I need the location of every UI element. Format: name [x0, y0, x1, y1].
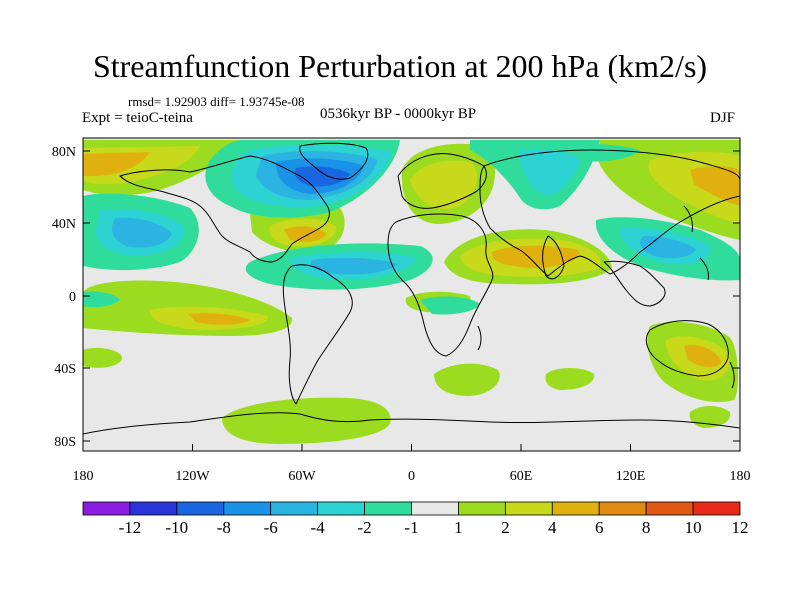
- x-tick-label: 120W: [175, 469, 210, 484]
- chart-title: Streamfunction Perturbation at 200 hPa (…: [92, 48, 708, 84]
- positive-core: [188, 313, 250, 325]
- colorbar-swatch: [411, 501, 459, 516]
- coastline-asia: [479, 149, 740, 277]
- positive-region: [83, 347, 122, 368]
- colorbar-label: 12: [732, 518, 749, 537]
- colorbar-swatch: [317, 501, 365, 516]
- coastline-north-america: [119, 155, 330, 263]
- stats-line: rmsd= 1.92903 diff= 1.93745e-08: [128, 94, 305, 109]
- coastline-india: [542, 235, 565, 280]
- period-label: 0536kyr BP - 0000kyr BP: [320, 106, 477, 122]
- negative-strong: [294, 166, 350, 187]
- x-tick-label: 180: [73, 469, 94, 484]
- y-tick-label: 0: [69, 290, 76, 305]
- coastline-antarctica: [83, 412, 740, 435]
- colorbar-swatch: [364, 501, 412, 516]
- negative-region: [420, 296, 480, 315]
- colorbar-label: -1: [404, 518, 418, 537]
- coastline-islands: [477, 205, 735, 389]
- y-tick-label: 80N: [52, 145, 76, 160]
- colorbar-swatch: [176, 501, 225, 516]
- coastline-africa: [387, 213, 494, 357]
- colorbar-swatch: [504, 501, 553, 516]
- colorbar-label: -2: [357, 518, 371, 537]
- x-tick-label: 180: [730, 469, 751, 484]
- colorbar-swatch: [223, 501, 272, 516]
- colorbar-swatch: [692, 501, 741, 516]
- colorbar: -12 -10 -8 -6 -4 -2 -1 1 2 4 6 8 10 12: [82, 501, 749, 537]
- experiment-label: Expt = teioC-teina: [82, 110, 193, 126]
- x-tick-label: 60W: [288, 469, 316, 484]
- negative-region: [83, 291, 120, 308]
- negative-deep: [111, 217, 172, 248]
- positive-core: [83, 152, 150, 176]
- colorbar-label: 6: [595, 518, 604, 537]
- colorbar-swatch: [270, 501, 319, 516]
- colorbar-swatch: [82, 501, 131, 516]
- positive-core: [491, 245, 579, 268]
- y-tick-labels: 80N 40N 0 40S 80S: [52, 145, 76, 450]
- season-label: DJF: [710, 110, 736, 126]
- colorbar-label: 2: [501, 518, 510, 537]
- x-tick-labels: 180 120W 60W 0 60E 120E 180: [73, 469, 751, 484]
- colorbar-swatch: [598, 501, 647, 516]
- y-tick-label: 40S: [54, 362, 76, 377]
- positive-region: [545, 368, 595, 390]
- coastline-greenland: [299, 142, 369, 180]
- colorbar-swatch: [458, 501, 506, 516]
- colorbar-label: -10: [166, 518, 189, 537]
- colorbar-label: -12: [119, 518, 142, 537]
- negative-deep: [311, 257, 398, 275]
- colorbar-label: -8: [217, 518, 231, 537]
- colorbar-swatch: [129, 501, 178, 516]
- colorbar-label: -4: [311, 518, 326, 537]
- y-tick-label: 40N: [52, 217, 76, 232]
- contour-fill-layer: [83, 140, 740, 444]
- colorbar-label: 8: [642, 518, 651, 537]
- colorbar-swatch: [551, 501, 600, 516]
- x-tick-label: 60E: [510, 469, 533, 484]
- y-tick-label: 80S: [54, 435, 76, 450]
- coastline-southeast-asia: [603, 260, 666, 307]
- tick-marks: [82, 150, 741, 451]
- colorbar-swatch: [645, 501, 694, 516]
- coastline-europe: [397, 153, 487, 209]
- coastline-south-america: [282, 264, 353, 405]
- positive-region: [689, 406, 731, 428]
- colorbar-label: 1: [454, 518, 463, 537]
- positive-region: [222, 397, 391, 444]
- positive-region: [434, 363, 500, 396]
- coastline-australia: [645, 320, 729, 377]
- colorbar-label: 10: [685, 518, 702, 537]
- x-tick-label: 0: [408, 469, 415, 484]
- negative-core: [520, 149, 580, 196]
- positive-core: [684, 344, 722, 368]
- coastlines: [83, 142, 740, 435]
- positive-core: [690, 166, 740, 206]
- positive-core: [410, 160, 477, 209]
- colorbar-label: 4: [548, 518, 557, 537]
- x-tick-label: 120E: [616, 469, 646, 484]
- colorbar-label: -6: [264, 518, 278, 537]
